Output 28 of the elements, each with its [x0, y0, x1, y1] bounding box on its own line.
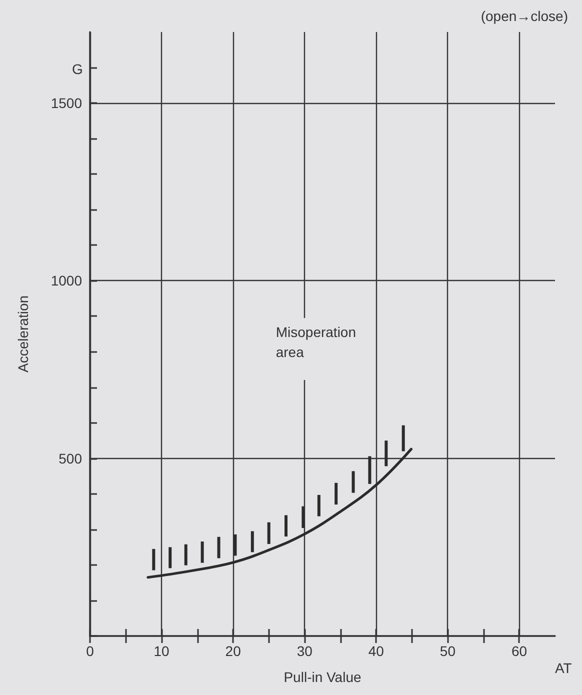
x-tick-label: 0 [86, 643, 94, 659]
text: G [72, 61, 83, 77]
y-tick-label: 1000 [50, 272, 82, 289]
bar [284, 515, 288, 537]
bar [152, 548, 156, 570]
bar [402, 425, 405, 452]
annotation: Misoperation area [276, 324, 356, 360]
bar [267, 522, 270, 544]
bar [250, 531, 254, 552]
bar [168, 547, 172, 568]
x-tick-label: 40 [368, 643, 384, 659]
y-tick-label: 500 [58, 450, 82, 466]
bar [352, 471, 355, 493]
bar [317, 494, 320, 516]
text: AT [555, 660, 572, 676]
x-tick-label: 20 [225, 643, 242, 659]
bar [217, 536, 220, 558]
x-tick-label: 10 [154, 643, 170, 659]
bar [184, 544, 188, 566]
y-axis-title: Acceleration [15, 295, 31, 373]
text: (open→close) [480, 8, 568, 24]
y-tick-label: 1500 [50, 95, 82, 112]
bar [200, 541, 204, 563]
x-tick-label: 50 [440, 643, 456, 659]
x-tick-label: 30 [296, 643, 313, 659]
bar [334, 482, 338, 505]
x-tick-label: 60 [511, 643, 528, 659]
x-axis-title: Pull-in Value [284, 669, 362, 685]
